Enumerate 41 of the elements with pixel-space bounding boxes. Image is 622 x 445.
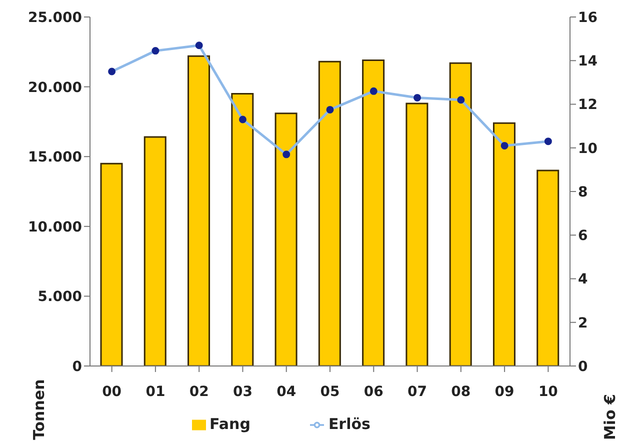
bar — [362, 60, 385, 366]
bar — [406, 102, 428, 366]
y2-tick-label: 10 — [578, 140, 598, 157]
x-tick-label: 05 — [320, 384, 340, 400]
y-tick-label: 0 — [72, 358, 82, 375]
bar — [318, 60, 341, 366]
bar — [144, 136, 166, 366]
x-tick-label: 10 — [538, 384, 558, 400]
y2-tick-label: 14 — [578, 54, 598, 70]
x-tick-label: 06 — [364, 384, 384, 400]
x-tick-label: 04 — [276, 384, 296, 400]
y2-tick-label: 6 — [578, 228, 588, 244]
y-tick-label: 20.000 — [28, 80, 82, 96]
bar — [188, 55, 210, 366]
y2-tick-label: 16 — [578, 10, 598, 26]
bar — [274, 112, 298, 366]
x-tick-label: 03 — [232, 384, 252, 400]
x-tick-label: 01 — [146, 384, 166, 400]
y-tick-label: 5.000 — [38, 289, 82, 306]
x-tick-label: 07 — [408, 384, 428, 400]
y-tick-label: 25.000 — [28, 10, 82, 26]
x-tick-label: 00 — [102, 384, 122, 400]
legend-label: Fang — [210, 415, 250, 433]
x-tick-label: 02 — [189, 384, 209, 400]
y2-tick-label: 4 — [578, 272, 588, 288]
bar — [536, 170, 560, 366]
y-axis-title: Tonnen — [30, 379, 48, 440]
bar — [449, 62, 472, 366]
y2-tick-label: 0 — [578, 358, 588, 375]
y-tick-label: 15.000 — [28, 150, 82, 166]
x-tick-label: 09 — [494, 384, 514, 400]
bar — [231, 93, 254, 366]
y-tick-label: 10.000 — [28, 219, 82, 236]
y2-axis-title: Mio € — [601, 394, 619, 440]
legend-label: Erlös — [328, 415, 370, 433]
x-tick-label: 08 — [451, 384, 471, 400]
bar — [492, 122, 516, 366]
y2-tick-label: 2 — [578, 315, 588, 332]
bar — [100, 162, 123, 366]
y2-tick-label: 8 — [578, 184, 588, 200]
y2-tick-label: 12 — [578, 97, 598, 114]
